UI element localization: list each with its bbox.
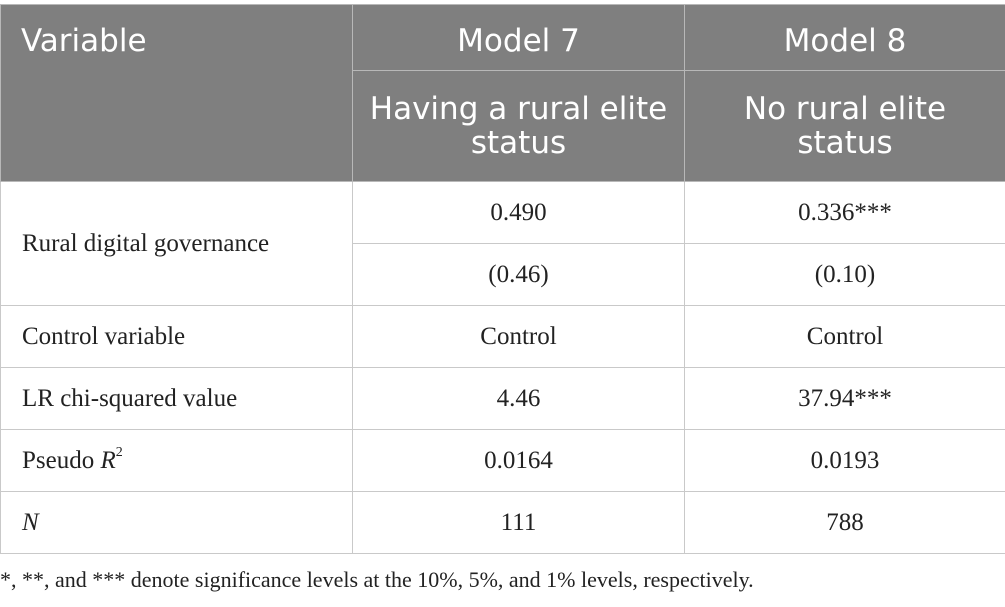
cell-m8-n: 788	[684, 491, 1005, 554]
table-row: Rural digital governance 0.490 0.336***	[0, 181, 1005, 306]
cell-m8-coefficient: 0.336***	[684, 181, 1005, 244]
cell-m7-control: Control	[352, 305, 685, 368]
table-row: (0.46) (0.10)	[1, 243, 1005, 306]
table-row: Pseudo R2 0.0164 0.0193	[0, 429, 1005, 492]
header-model-8-group: No rural elite status	[684, 70, 1005, 182]
table-row: Control variable Control Control	[0, 305, 1005, 368]
cell-m7-lr-chi: 4.46	[352, 367, 685, 430]
pseudo-label-text: Pseudo	[22, 446, 101, 474]
regression-table: Variable Model 7 Model 8 Having a rural …	[0, 4, 1005, 554]
n-label: N	[22, 508, 39, 536]
results-table: Variable Model 7 Model 8 Having a rural …	[0, 4, 1005, 554]
header-model-8: Model 8	[684, 4, 1005, 71]
row-label-digital-governance: Rural digital governance	[0, 181, 353, 306]
header-model-7: Model 7	[352, 4, 685, 71]
table-footnote: *, **, and *** denote significance level…	[0, 567, 754, 592]
table-row: N 111 788	[0, 491, 1005, 554]
row-label-control: Control variable	[0, 305, 353, 368]
table-row: LR chi-squared value 4.46 37.94***	[0, 367, 1005, 430]
row-label-n: N	[0, 491, 353, 554]
cell-m8-pseudo-r2: 0.0193	[684, 429, 1005, 492]
row-label-pseudo-r2: Pseudo R2	[0, 429, 353, 492]
cell-m7-n: 111	[352, 491, 685, 554]
cell-m8-control: Control	[684, 305, 1005, 368]
cell-m8-lr-chi: 37.94***	[684, 367, 1005, 430]
row-label-lr-chi: LR chi-squared value	[0, 367, 353, 430]
header-row-groups: Having a rural elite status No rural eli…	[1, 70, 1005, 182]
pseudo-label-sup: 2	[115, 444, 123, 460]
header-row-models: Variable Model 7 Model 8	[0, 4, 1005, 182]
cell-m7-std-error: (0.46)	[352, 243, 685, 306]
cell-m7-coefficient: 0.490	[352, 181, 685, 244]
cell-m7-pseudo-r2: 0.0164	[352, 429, 685, 492]
header-model-7-group: Having a rural elite status	[352, 70, 685, 182]
pseudo-label-r: R	[100, 446, 116, 474]
cell-m8-std-error: (0.10)	[684, 243, 1005, 306]
header-variable: Variable	[0, 4, 353, 182]
